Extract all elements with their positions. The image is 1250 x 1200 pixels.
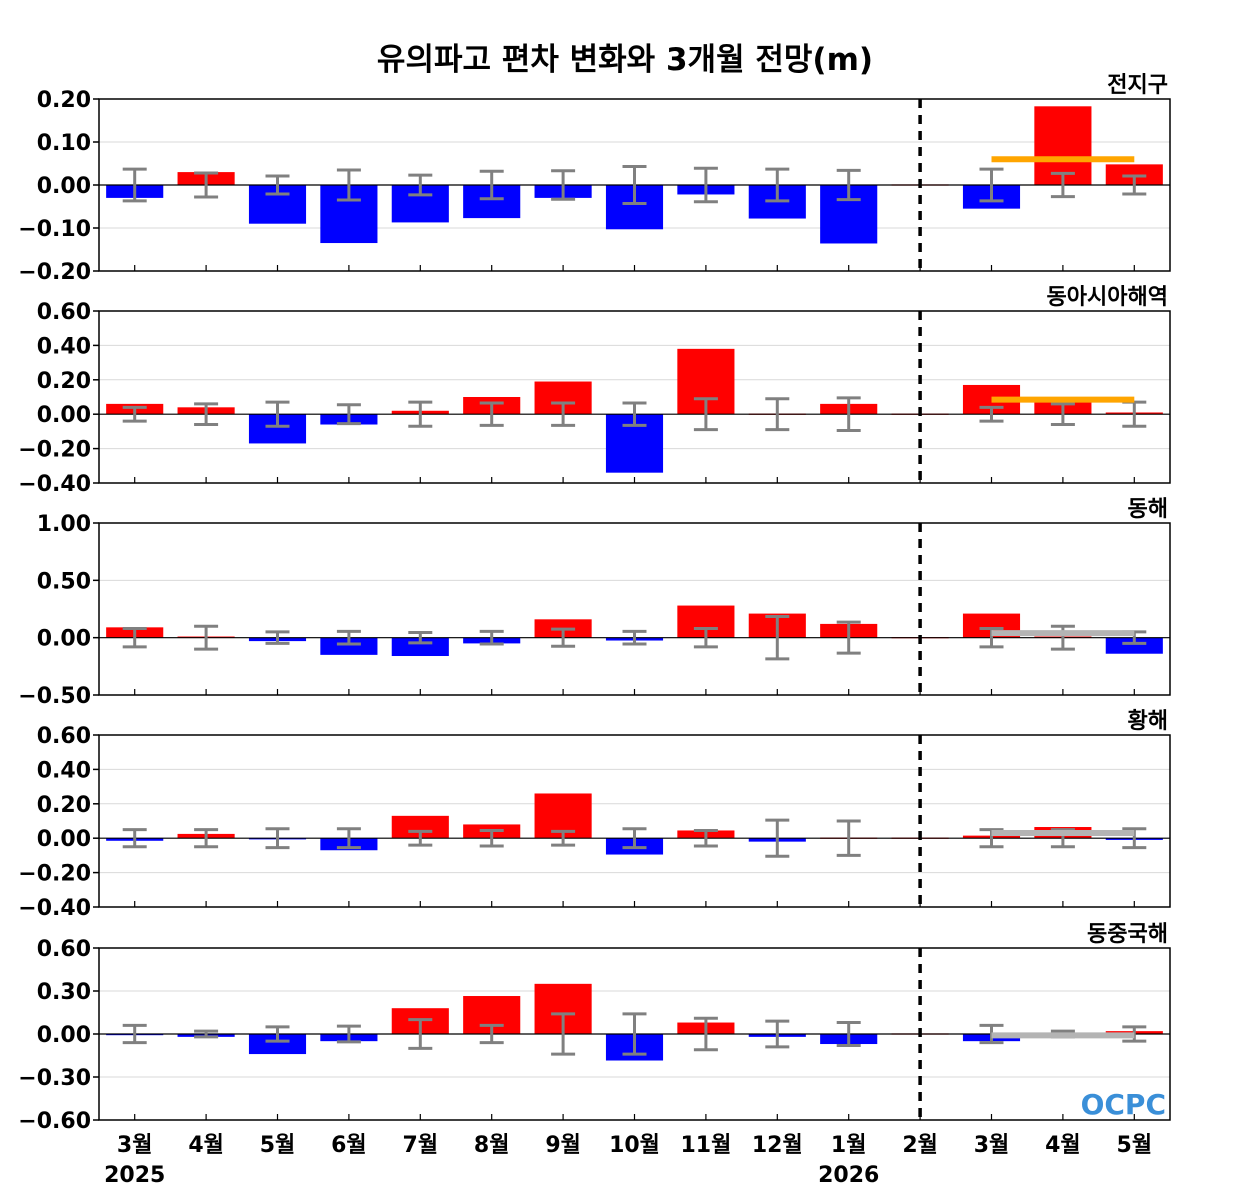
x-tick-label: 4월 bbox=[188, 1133, 224, 1158]
panel-frame bbox=[98, 522, 1171, 696]
panels-group: −0.20 −0.10 0.00 0.10 0.20 전지구 −0.40 −0.20 0.00 0… bbox=[18, 73, 1171, 1134]
panel-label: 동아시아해역 bbox=[1047, 285, 1168, 310]
y-tick-label: −0.20 bbox=[18, 260, 91, 285]
x-tick-label: 5월 bbox=[260, 1133, 296, 1158]
x-tick-label: 1월 bbox=[831, 1133, 867, 1158]
y-tick-label: −0.10 bbox=[18, 217, 91, 242]
bar bbox=[391, 815, 449, 839]
y-tick-label: 1.00 bbox=[37, 512, 91, 537]
bar bbox=[1034, 106, 1092, 185]
y-tick-label: −0.50 bbox=[18, 684, 91, 709]
y-tick-label: −0.20 bbox=[18, 862, 91, 887]
x-tick-label: 9월 bbox=[545, 1133, 581, 1158]
x-tick-label: 11월 bbox=[680, 1133, 731, 1158]
ocpc-logo: OCPC bbox=[1081, 1088, 1166, 1121]
x-tick-label: 2월 bbox=[902, 1133, 938, 1158]
panel-label: 황해 bbox=[1128, 709, 1168, 734]
panel-label: 전지구 bbox=[1107, 73, 1168, 98]
y-tick-label: 0.00 bbox=[37, 403, 91, 428]
panel-2: −0.50 0.00 0.50 1.00 동해 bbox=[18, 497, 1171, 709]
panel-label: 동중국해 bbox=[1087, 922, 1168, 947]
panel-frame bbox=[98, 310, 1171, 484]
panel-3: −0.40 −0.20 0.00 0.20 0.40 0.60 황해 bbox=[18, 709, 1171, 921]
bar bbox=[320, 637, 378, 655]
bar bbox=[248, 1034, 307, 1055]
y-tick-label: 0.20 bbox=[37, 793, 91, 818]
x-tick-label: 10월 bbox=[609, 1133, 660, 1158]
y-tick-label: 0.40 bbox=[37, 334, 91, 359]
y-tick-label: 0.00 bbox=[37, 1023, 91, 1048]
y-tick-label: 0.60 bbox=[37, 300, 91, 325]
x-tick-label: 6월 bbox=[331, 1133, 367, 1158]
y-tick-label: 0.60 bbox=[37, 937, 91, 962]
y-tick-label: 0.60 bbox=[37, 724, 91, 749]
x-tick-label: 3월 bbox=[974, 1133, 1010, 1158]
y-tick-label: −0.40 bbox=[18, 896, 91, 921]
panel-frame bbox=[98, 734, 1171, 908]
y-tick-label: 0.40 bbox=[37, 758, 91, 783]
y-tick-label: −0.60 bbox=[18, 1109, 91, 1134]
chart-title: 유의파고 편차 변화와 3개월 전망(m) bbox=[377, 42, 873, 78]
x-tick-label: 3월 bbox=[117, 1133, 153, 1158]
y-tick-label: −0.30 bbox=[18, 1066, 91, 1091]
y-tick-label: −0.40 bbox=[18, 472, 91, 497]
bar bbox=[391, 637, 449, 657]
x-tick-label: 12월 bbox=[752, 1133, 803, 1158]
y-tick-label: 0.10 bbox=[37, 131, 91, 156]
y-tick-label: 0.50 bbox=[37, 569, 91, 594]
x-tick-label: 8월 bbox=[474, 1133, 510, 1158]
panel-frame bbox=[98, 98, 1171, 272]
x-tick-label: 4월 bbox=[1045, 1133, 1081, 1158]
x-tick-label: 7월 bbox=[403, 1133, 439, 1158]
y-tick-label: 0.30 bbox=[37, 980, 91, 1005]
x-axis: 3월 4월 5월 6월 7월 8월 9월 10월 11월 12월 1월 2월 3월 4월 5월 2025 202… bbox=[104, 1133, 1152, 1188]
panel-4: −0.60 −0.30 0.00 0.30 0.60 동중국해 bbox=[18, 922, 1171, 1134]
y-tick-label: 0.00 bbox=[37, 627, 91, 652]
y-tick-label: −0.20 bbox=[18, 438, 91, 463]
panel-1: −0.40 −0.20 0.00 0.20 0.40 0.60 동아시아해역 bbox=[18, 285, 1171, 497]
x-tick-label: 5월 bbox=[1117, 1133, 1153, 1158]
y-tick-label: 0.20 bbox=[37, 88, 91, 113]
y-tick-label: 0.00 bbox=[37, 827, 91, 852]
bar bbox=[1105, 637, 1163, 654]
year-label: 2026 bbox=[818, 1163, 879, 1188]
year-label: 2025 bbox=[104, 1163, 165, 1188]
panel-0: −0.20 −0.10 0.00 0.10 0.20 전지구 bbox=[18, 73, 1171, 285]
panel-label: 동해 bbox=[1128, 497, 1168, 522]
y-tick-label: 0.00 bbox=[37, 174, 91, 199]
panel-frame bbox=[98, 947, 1171, 1121]
y-tick-label: 0.20 bbox=[37, 369, 91, 394]
